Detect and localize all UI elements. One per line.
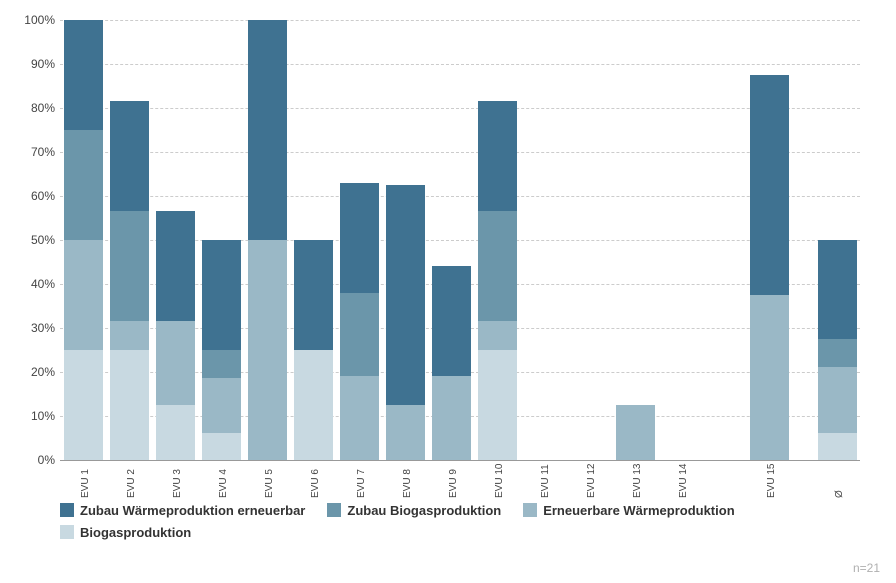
bar-column bbox=[616, 20, 655, 460]
bar-segment bbox=[340, 293, 379, 377]
chart-legend: Zubau Wärmeproduktion erneuerbar Zubau Bi… bbox=[60, 500, 860, 544]
bar-column bbox=[524, 20, 563, 460]
x-tick-label: Ø bbox=[834, 490, 845, 498]
x-tick-label: EVU 12 bbox=[586, 464, 597, 498]
x-tick-label: EVU 8 bbox=[402, 469, 413, 498]
x-tick-label: EVU 1 bbox=[80, 469, 91, 498]
x-tick-label: EVU 2 bbox=[126, 469, 137, 498]
bar-segment bbox=[340, 376, 379, 460]
bar-segment bbox=[110, 350, 149, 460]
legend-label: Zubau Biogasproduktion bbox=[347, 503, 501, 518]
x-tick-label: EVU 14 bbox=[678, 464, 689, 498]
bar-column bbox=[156, 20, 195, 460]
legend-item: Biogasproduktion bbox=[60, 522, 191, 544]
bar-segment bbox=[294, 240, 333, 350]
bar-segment bbox=[340, 183, 379, 293]
y-tick-label: 100% bbox=[0, 13, 55, 27]
bar-column bbox=[570, 20, 609, 460]
bar-segment bbox=[478, 101, 517, 211]
bar-segment bbox=[818, 433, 857, 460]
y-tick-label: 0% bbox=[0, 453, 55, 467]
x-tick-label: EVU 6 bbox=[310, 469, 321, 498]
bar-segment bbox=[248, 240, 287, 460]
bar-segment bbox=[432, 266, 471, 376]
bar-column bbox=[432, 20, 471, 460]
y-gridline bbox=[60, 460, 860, 461]
legend-item: Zubau Biogasproduktion bbox=[327, 500, 501, 522]
bar-column bbox=[818, 20, 857, 460]
bar-segment bbox=[156, 211, 195, 321]
bar-segment bbox=[478, 211, 517, 321]
y-tick-label: 40% bbox=[0, 277, 55, 291]
y-tick-label: 30% bbox=[0, 321, 55, 335]
bar-segment bbox=[202, 433, 241, 460]
x-tick-label: EVU 11 bbox=[540, 464, 551, 498]
x-tick-label: EVU 3 bbox=[172, 469, 183, 498]
chart-note: n=21 bbox=[853, 561, 880, 575]
bar-segment bbox=[64, 130, 103, 240]
bar-segment bbox=[110, 101, 149, 211]
legend-label: Zubau Wärmeproduktion erneuerbar bbox=[80, 503, 305, 518]
bar-segment bbox=[294, 350, 333, 460]
bar-segment bbox=[818, 367, 857, 433]
bar-segment bbox=[818, 240, 857, 339]
bar-segment bbox=[386, 405, 425, 460]
bar-segment bbox=[818, 339, 857, 366]
bar-segment bbox=[432, 376, 471, 460]
bar-segment bbox=[110, 321, 149, 350]
legend-label: Biogasproduktion bbox=[80, 525, 191, 540]
bar-segment bbox=[202, 378, 241, 433]
bar-segment bbox=[202, 350, 241, 377]
bar-column bbox=[386, 20, 425, 460]
legend-item: Zubau Wärmeproduktion erneuerbar bbox=[60, 500, 305, 522]
bar-segment bbox=[64, 350, 103, 460]
x-tick-label: EVU 10 bbox=[494, 464, 505, 498]
x-tick-label: EVU 7 bbox=[356, 469, 367, 498]
bar-column bbox=[340, 20, 379, 460]
bar-segment bbox=[616, 405, 655, 460]
y-tick-label: 90% bbox=[0, 57, 55, 71]
legend-swatch bbox=[60, 503, 74, 517]
bar-segment bbox=[750, 75, 789, 295]
bar-segment bbox=[156, 405, 195, 460]
bar-segment bbox=[110, 211, 149, 321]
bar-segment bbox=[202, 240, 241, 350]
y-tick-label: 80% bbox=[0, 101, 55, 115]
bar-segment bbox=[248, 20, 287, 240]
x-tick-label: EVU 9 bbox=[448, 469, 459, 498]
bar-column bbox=[110, 20, 149, 460]
bar-column bbox=[294, 20, 333, 460]
bar-segment bbox=[386, 185, 425, 405]
legend-swatch bbox=[327, 503, 341, 517]
legend-item: Erneuerbare Wärmeproduktion bbox=[523, 500, 734, 522]
bar-segment bbox=[64, 240, 103, 350]
x-tick-label: EVU 4 bbox=[218, 469, 229, 498]
legend-swatch bbox=[523, 503, 537, 517]
y-tick-label: 50% bbox=[0, 233, 55, 247]
bar-column bbox=[64, 20, 103, 460]
x-tick-label: EVU 15 bbox=[766, 464, 777, 498]
bar-column bbox=[750, 20, 789, 460]
chart-plot-area bbox=[60, 20, 860, 460]
x-tick-label: EVU 13 bbox=[632, 464, 643, 498]
x-tick-label: EVU 5 bbox=[264, 469, 275, 498]
y-tick-label: 10% bbox=[0, 409, 55, 423]
bar-segment bbox=[478, 321, 517, 350]
y-tick-label: 60% bbox=[0, 189, 55, 203]
legend-swatch bbox=[60, 525, 74, 539]
legend-label: Erneuerbare Wärmeproduktion bbox=[543, 503, 734, 518]
bar-segment bbox=[156, 321, 195, 405]
y-tick-label: 70% bbox=[0, 145, 55, 159]
bar-column bbox=[478, 20, 517, 460]
y-tick-label: 20% bbox=[0, 365, 55, 379]
bar-segment bbox=[750, 295, 789, 460]
bar-column bbox=[662, 20, 701, 460]
bar-column bbox=[248, 20, 287, 460]
bar-segment bbox=[478, 350, 517, 460]
bar-segment bbox=[64, 20, 103, 130]
bar-column bbox=[202, 20, 241, 460]
